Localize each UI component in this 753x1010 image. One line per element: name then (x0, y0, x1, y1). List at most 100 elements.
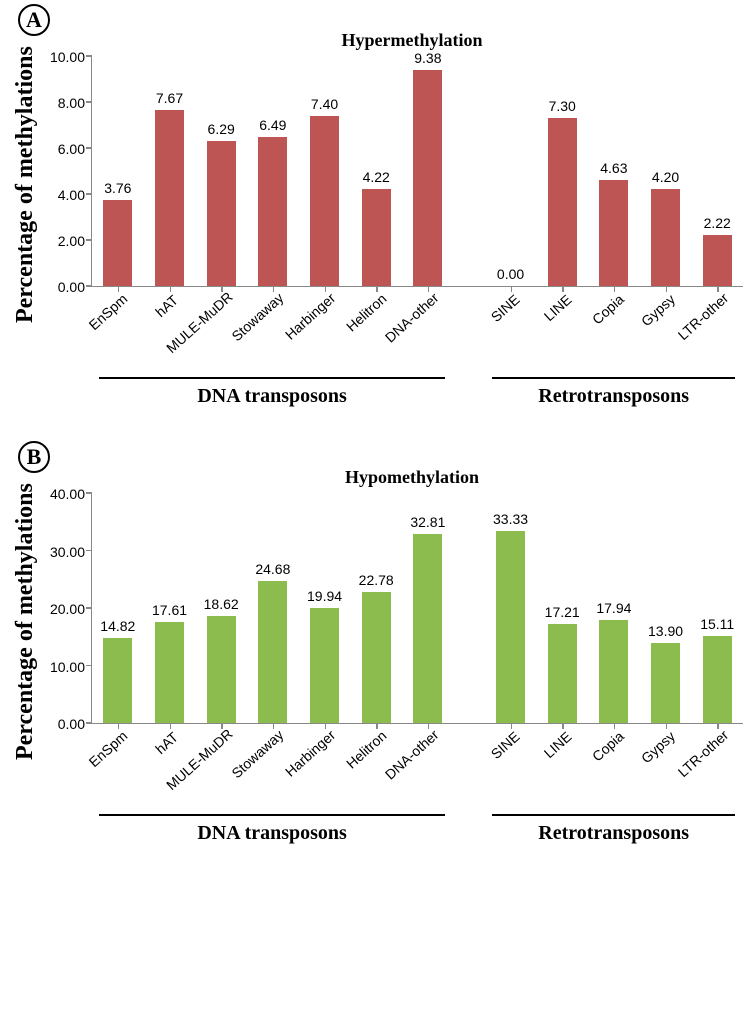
bar-value-label: 7.30 (549, 98, 576, 114)
x-tick-label: LINE (541, 728, 575, 761)
bar-slot: 17.61 (144, 494, 196, 723)
bar-value-label: 9.38 (414, 50, 441, 66)
x-tick-label: Gypsy (638, 291, 678, 329)
x-tick-label: SINE (488, 728, 523, 762)
group-label: Retrotransposons (492, 822, 735, 845)
bar-slot: 7.67 (144, 57, 196, 286)
group-line (492, 814, 735, 816)
bar-value-label: 17.61 (152, 602, 187, 618)
bar-value-label: 32.81 (410, 514, 445, 530)
bar-slot: 7.30 (536, 57, 588, 286)
bar: 3.76 (103, 200, 132, 286)
x-tick-label: hAT (152, 292, 181, 320)
y-axis-title: Percentage of methylations (10, 40, 41, 330)
x-tick-label: Helitron (343, 290, 390, 334)
x-tick-label: LINE (541, 291, 575, 324)
x-tick-label: SINE (488, 291, 523, 325)
bar-slot: 19.94 (299, 494, 351, 723)
bar-slot: 24.68 (247, 494, 299, 723)
plot-area: 14.82 17.61 18.62 24.68 19.94 22.78 32.81 33.33… (91, 494, 743, 724)
bar-value-label: 19.94 (307, 588, 342, 604)
bar: 7.40 (310, 116, 339, 286)
bar-value-label: 15.11 (700, 616, 734, 632)
chart-title: Hypermethylation (81, 30, 743, 51)
y-tick-label: 10.00 (50, 49, 85, 65)
bar: 33.33 (496, 531, 525, 723)
bar-value-label: 4.63 (600, 160, 627, 176)
y-tick-label: 0.00 (58, 716, 85, 732)
bar-slot: 18.62 (195, 494, 247, 723)
bar: 24.68 (258, 581, 287, 723)
bar: 19.94 (310, 608, 339, 723)
bar-value-label: 3.76 (104, 180, 131, 196)
bar: 7.67 (155, 110, 184, 286)
bar: 14.82 (103, 638, 132, 723)
y-tick-label: 10.00 (50, 659, 85, 675)
bar-value-label: 14.82 (100, 618, 135, 634)
bar: 22.78 (362, 592, 391, 723)
group-label: Retrotransposons (492, 385, 735, 408)
bar-value-label: 4.22 (363, 169, 390, 185)
panel-letter: B (18, 441, 50, 473)
bar-slot: 2.22 (691, 57, 743, 286)
x-tick-label: EnSpm (85, 291, 130, 334)
bar-slot: 4.22 (350, 57, 402, 286)
y-tick-label: 8.00 (58, 95, 85, 111)
bar-slot: 4.20 (640, 57, 692, 286)
y-tick-label: 0.00 (58, 279, 85, 295)
bar-value-label: 7.67 (156, 90, 183, 106)
y-tick-label: 2.00 (58, 233, 85, 249)
y-tick-label: 20.00 (50, 601, 85, 617)
bar: 32.81 (413, 534, 442, 723)
bar-value-label: 6.49 (259, 117, 286, 133)
group-label: DNA transposons (99, 822, 446, 845)
bar: 18.62 (207, 616, 236, 723)
bar-value-label: 2.22 (704, 215, 731, 231)
x-tick-label: Copia (589, 728, 627, 764)
bar-slot: 13.90 (640, 494, 692, 723)
group-line (99, 377, 446, 379)
chart-panel: APercentage of methylationsHypermethylat… (10, 10, 743, 427)
bar: 17.21 (548, 624, 577, 723)
bar-slot: 7.40 (299, 57, 351, 286)
bar: 6.29 (207, 141, 236, 286)
bar-slot: 22.78 (350, 494, 402, 723)
bar-value-label: 18.62 (204, 596, 239, 612)
x-tick-label: EnSpm (85, 728, 130, 771)
x-tick-label: Helitron (343, 727, 390, 771)
bar: 9.38 (413, 70, 442, 286)
plot-area: 3.76 7.67 6.29 6.49 7.40 4.22 9.38 0.00 7.30 4.63… (91, 57, 743, 287)
bar: 7.30 (548, 118, 577, 286)
bar-value-label: 6.29 (208, 121, 235, 137)
bar-slot: 6.29 (195, 57, 247, 286)
y-tick-label: 4.00 (58, 187, 85, 203)
bar-value-label: 0.00 (497, 266, 524, 282)
group-label: DNA transposons (99, 385, 446, 408)
bar-slot: 3.76 (92, 57, 144, 286)
bar-slot: 9.38 (402, 57, 454, 286)
bar-value-label: 33.33 (493, 511, 528, 527)
y-axis-title: Percentage of methylations (10, 477, 41, 767)
bar: 6.49 (258, 137, 287, 286)
bar-value-label: 17.94 (596, 600, 631, 616)
bar: 4.22 (362, 189, 391, 286)
y-tick-label: 6.00 (58, 141, 85, 157)
bar-slot: 14.82 (92, 494, 144, 723)
bar: 2.22 (703, 235, 732, 286)
chart-panel: BPercentage of methylationsHypomethylati… (10, 447, 743, 864)
bar-value-label: 22.78 (359, 572, 394, 588)
bar: 4.20 (651, 189, 680, 286)
panel-letter: A (18, 4, 50, 36)
bar-slot (454, 57, 485, 286)
bar: 4.63 (599, 180, 628, 286)
bar-slot: 32.81 (402, 494, 454, 723)
bar: 17.61 (155, 622, 184, 723)
bar-value-label: 4.20 (652, 169, 679, 185)
x-tick-label: hAT (152, 729, 181, 757)
bar-slot: 4.63 (588, 57, 640, 286)
bar-slot: 15.11 (691, 494, 743, 723)
group-line (492, 377, 735, 379)
bar-value-label: 17.21 (545, 604, 580, 620)
bar: 13.90 (651, 643, 680, 723)
chart-title: Hypomethylation (81, 467, 743, 488)
